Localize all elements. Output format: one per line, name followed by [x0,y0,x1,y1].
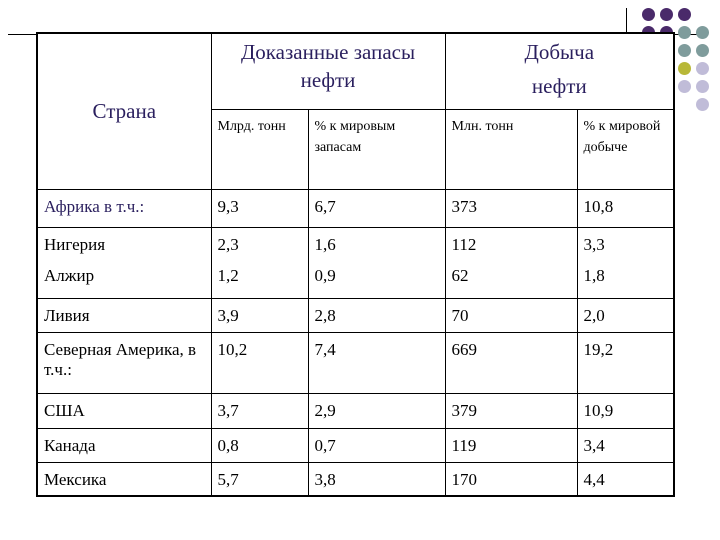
table-row: Африка в т.ч.: 9,3 6,7 373 10,8 [36,188,676,228]
subheader-production-mt: Млн. тонн [444,108,578,190]
subheader-production-pct: % к мировой добыче [576,108,676,190]
cell-value: 0,8 [210,427,309,463]
dot-icon [696,44,709,57]
table-row: Мексика 5,7 3,8 170 4,4 [36,461,676,497]
header-reserves: Доказанные запасы нефти [210,32,446,110]
cell-value: 3,4 [576,427,676,463]
header-country: Страна [36,32,212,190]
cell-value: 2,8 [307,297,446,333]
cell-value: 19,2 [576,331,676,394]
cell-value: 70 [444,297,578,333]
header-production: Добыча нефти [444,32,676,110]
cell-value: 2,0 [576,297,676,333]
cell-value: 119 [444,427,578,463]
row-country: Мексика [36,461,212,497]
row-country: Ливия [36,297,212,333]
cell-value: 1,2 [217,265,239,285]
header-country-label: Страна [92,99,157,124]
cell-value: 6,7 [307,188,446,228]
table-subheader-row: Млрд. тонн % к мировым запасам Млн. тонн… [37,108,676,190]
row-country: США [36,392,212,429]
cell-value: 10,8 [576,188,676,228]
dot-icon [678,8,691,21]
dot-icon [642,8,655,21]
header-reserves-label: Доказанные запасы нефти [240,40,416,92]
table-row: Ливия 3,9 2,8 70 2,0 [36,297,676,333]
subheader-reserves-mt: Млрд. тонн [210,108,309,190]
cell-value: 9,3 [210,188,309,228]
subheader-reserves-pct: % к мировым запасам [307,108,446,190]
cell-value: 3,3 [583,234,605,254]
cell-value: 112 [451,234,477,254]
header-production-line2: нефти [531,74,587,98]
table-row: Северная Америка, в т.ч.: 10,2 7,4 669 1… [36,331,676,394]
cell-group: 112 62 [444,226,578,299]
cell-value: 669 [444,331,578,394]
cell-value: 5,7 [210,461,309,497]
cell-group: 2,3 1,2 [210,226,309,299]
oil-reserves-table: Страна Доказанные запасы нефти Добыча не… [36,32,676,497]
dot-icon [678,62,691,75]
cell-value: 2,3 [217,234,239,254]
cell-value: 3,9 [210,297,309,333]
cell-group: 3,3 1,8 [576,226,676,299]
header-production-line1: Добыча [524,40,595,64]
cell-value: 1,8 [583,265,605,285]
cell-value: 1,6 [314,234,336,254]
dot-icon [678,80,691,93]
cell-value: 379 [444,392,578,429]
cell-value: 3,8 [307,461,446,497]
table-row: Нигерия Алжир 2,3 1,2 1,6 0,9 112 62 3,3… [36,226,676,299]
cell-value: 2,9 [307,392,446,429]
row-country: Алжир [44,265,95,285]
row-country-group: Нигерия Алжир [36,226,212,299]
table-row: США 3,7 2,9 379 10,9 [36,392,676,429]
dot-icon [696,26,709,39]
cell-value: 7,4 [307,331,446,394]
dot-icon [696,80,709,93]
dot-icon [660,8,673,21]
row-country: Северная Америка, в т.ч.: [36,331,212,394]
cell-value: 62 [451,265,469,285]
table-row: Канада 0,8 0,7 119 3,4 [36,427,676,463]
dot-icon [678,44,691,57]
cell-group: 1,6 0,9 [307,226,446,299]
row-country: Канада [36,427,212,463]
cell-value: 0,7 [307,427,446,463]
dot-icon [696,98,709,111]
cell-value: 0,9 [314,265,336,285]
row-country: Нигерия [44,234,106,254]
dot-icon [678,26,691,39]
cell-value: 4,4 [576,461,676,497]
dot-icon [696,62,709,75]
cell-value: 373 [444,188,578,228]
cell-value: 170 [444,461,578,497]
cell-value: 10,2 [210,331,309,394]
cell-value: 3,7 [210,392,309,429]
table-header-row: Страна Доказанные запасы нефти Добыча не… [36,32,676,190]
row-country: Африка в т.ч.: [36,188,212,228]
cell-value: 10,9 [576,392,676,429]
